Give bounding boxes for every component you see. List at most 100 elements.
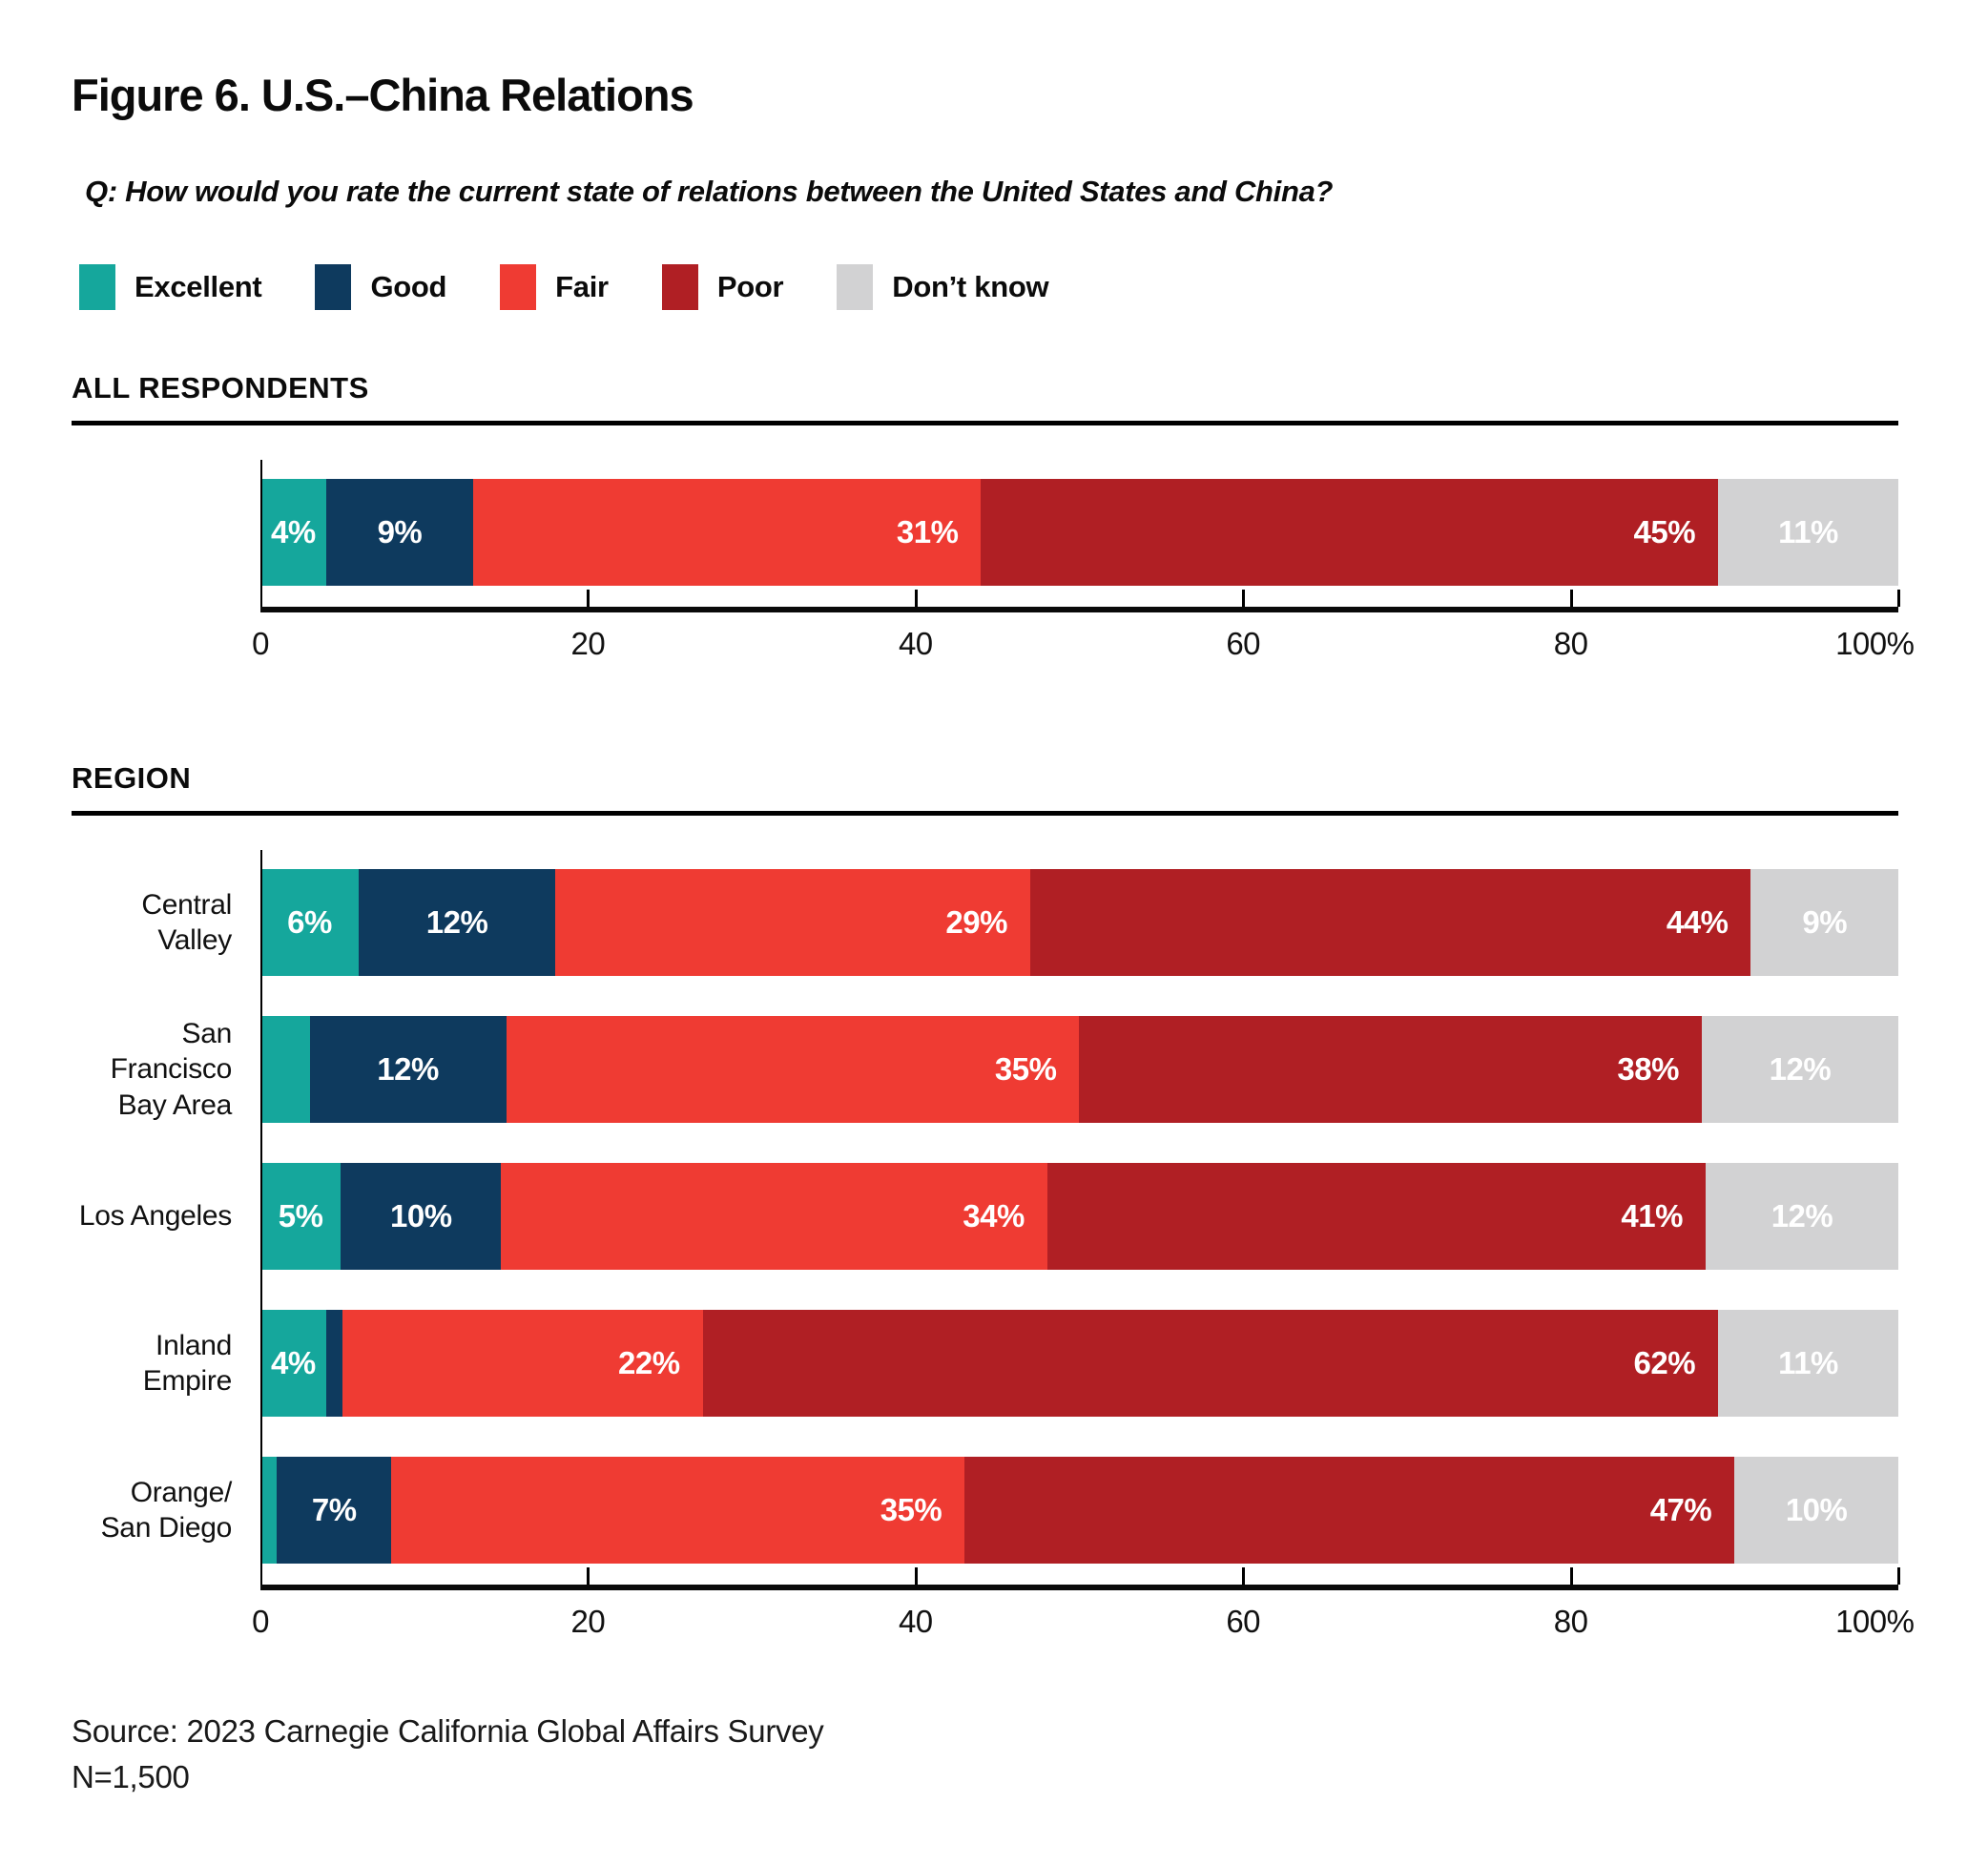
- survey-question: Q: How would you rate the current state …: [85, 175, 1334, 208]
- segment-value-label: 12%: [1769, 1051, 1832, 1087]
- segment-value-label: 45%: [1633, 514, 1696, 549]
- segment-value-label: 38%: [1617, 1051, 1679, 1087]
- bar-segment-good: [325, 1310, 342, 1417]
- segment-value-label: 44%: [1666, 904, 1729, 940]
- bar-segment-don-t-know: 9%: [1750, 869, 1898, 976]
- bar-segment-fair: 35%: [506, 1016, 1080, 1123]
- legend-swatch: [837, 264, 874, 310]
- sample-size: N=1,500: [72, 1758, 190, 1794]
- charts: ALL RESPONDENTS 4% 9% 31% 45% 11% 0 20 40 60 80 100…: [72, 371, 1915, 1648]
- segment-value-label: 11%: [1778, 1345, 1838, 1380]
- axis-tick-label: 0: [252, 1604, 269, 1639]
- segment-value-label: 4%: [270, 514, 316, 549]
- bar-segment-poor: 44%: [1029, 869, 1751, 976]
- axis-tick: [1242, 590, 1246, 607]
- axis-tick-label: 100%: [1835, 626, 1915, 661]
- source-line: Source: 2023 Carnegie California Global …: [72, 1713, 824, 1749]
- axis-tick-label: 20: [570, 1604, 606, 1639]
- legend-item: Fair: [500, 264, 609, 310]
- segment-value-label: 11%: [1778, 514, 1838, 549]
- legend-item: Good: [315, 264, 446, 310]
- axis-tick-label: 40: [898, 1604, 933, 1639]
- bar-segment-don-t-know: 10%: [1734, 1457, 1898, 1564]
- axis-tick: [1897, 590, 1900, 607]
- section-heading: REGION: [72, 761, 192, 795]
- segment-value-label: 6%: [287, 904, 332, 940]
- legend-item: Excellent: [79, 264, 262, 310]
- legend-label: Poor: [716, 270, 784, 303]
- axis-tick-label: 40: [898, 626, 933, 661]
- bar-segment-good: 9%: [325, 479, 474, 586]
- source-note: Source: 2023 Carnegie California Global …: [72, 1709, 1898, 1800]
- axis-tick: [914, 590, 918, 607]
- stacked-bar: 4% 9% 31% 45% 11%: [260, 479, 1898, 586]
- segment-value-label: 34%: [963, 1198, 1025, 1234]
- bar-segment-fair: 29%: [555, 869, 1030, 976]
- legend-label: Good: [370, 270, 447, 303]
- chart-row: Central Valley 6% 12% 29% 44% 9%: [72, 869, 1898, 976]
- axis-tick: [587, 1567, 590, 1585]
- figure-title: Figure 6. U.S.–China Relations: [72, 70, 694, 120]
- axis-tick-label: 60: [1226, 626, 1261, 661]
- row-label: Central Valley: [141, 888, 232, 957]
- legend-item: Poor: [661, 264, 784, 310]
- bar-segment-excellent: 6%: [260, 869, 360, 976]
- section-rule: [72, 421, 1898, 425]
- bar-segment-don-t-know: 12%: [1701, 1016, 1898, 1123]
- bar-segment-don-t-know: 12%: [1705, 1163, 1898, 1270]
- bar-segment-don-t-know: 11%: [1718, 1310, 1898, 1417]
- bar-segment-don-t-know: 11%: [1718, 479, 1898, 586]
- legend-item: Don’t know: [837, 264, 1049, 310]
- axis-tick-label: 60: [1226, 1604, 1261, 1639]
- axis-tick: [1569, 1567, 1573, 1585]
- axis-tick-label: 80: [1553, 626, 1588, 661]
- axis-tick-label: 100%: [1835, 1604, 1915, 1639]
- bar-segment-excellent: 4%: [260, 479, 326, 586]
- segment-value-label: 9%: [1802, 904, 1848, 940]
- axis-tick: [1569, 590, 1573, 607]
- bar-segment-excellent: 5%: [260, 1163, 342, 1270]
- segment-value-label: 7%: [311, 1492, 357, 1527]
- segment-value-label: 12%: [425, 904, 488, 940]
- bar-segment-poor: 47%: [964, 1457, 1735, 1564]
- row-label: San Francisco Bay Area: [110, 1017, 233, 1121]
- bar-segment-excellent: [260, 1016, 310, 1123]
- section-heading: ALL RESPONDENTS: [72, 371, 369, 404]
- chart-row: 4% 9% 31% 45% 11%: [72, 479, 1898, 586]
- chart-row: Los Angeles 5% 10% 34% 41% 12%: [72, 1163, 1898, 1270]
- stacked-bar: 7% 35% 47% 10%: [260, 1457, 1898, 1564]
- segment-value-label: 35%: [994, 1051, 1057, 1087]
- axis-tick: [587, 590, 590, 607]
- bar-segment-fair: 22%: [342, 1310, 703, 1417]
- region-chart: Central Valley 6% 12% 29% 44% 9% San Francisco…: [72, 850, 1915, 1648]
- bar-segment-good: 7%: [277, 1457, 392, 1564]
- section-rule: [72, 811, 1898, 816]
- bar-segment-excellent: [260, 1457, 278, 1564]
- segment-value-label: 12%: [1771, 1198, 1833, 1234]
- row-label: Inland Empire: [142, 1329, 233, 1398]
- segment-value-label: 29%: [945, 904, 1007, 940]
- row-label: Los Angeles: [78, 1200, 232, 1233]
- segment-value-label: 10%: [1785, 1492, 1848, 1527]
- axis-zero-line: [260, 460, 262, 612]
- legend-swatch: [79, 264, 115, 310]
- segment-value-label: 35%: [880, 1492, 942, 1527]
- segment-value-label: 5%: [278, 1198, 323, 1234]
- chart-row: Orange/San Diego 7% 35% 47% 10%: [72, 1457, 1898, 1564]
- stacked-bar: 12% 35% 38% 12%: [260, 1016, 1898, 1123]
- bar-segment-fair: 35%: [391, 1457, 965, 1564]
- axis-tick-label: 80: [1553, 1604, 1588, 1639]
- axis-tick-labels: 0 20 40 60 80 100%: [252, 1604, 1915, 1648]
- axis-tick-labels: 0 20 40 60 80 100%: [252, 626, 1915, 670]
- bar-segment-excellent: 4%: [260, 1310, 326, 1417]
- axis-tick-label: 20: [570, 626, 606, 661]
- legend: Excellent Good Fair Poor Don’t know: [79, 264, 1898, 310]
- row-label: Orange/San Diego: [100, 1476, 233, 1545]
- segment-value-label: 41%: [1621, 1198, 1683, 1234]
- segment-value-label: 22%: [618, 1345, 680, 1380]
- axis-zero-line: [260, 850, 262, 1590]
- bar-segment-fair: 34%: [501, 1163, 1047, 1270]
- stacked-bar: 5% 10% 34% 41% 12%: [260, 1163, 1898, 1270]
- legend-label: Excellent: [135, 270, 262, 303]
